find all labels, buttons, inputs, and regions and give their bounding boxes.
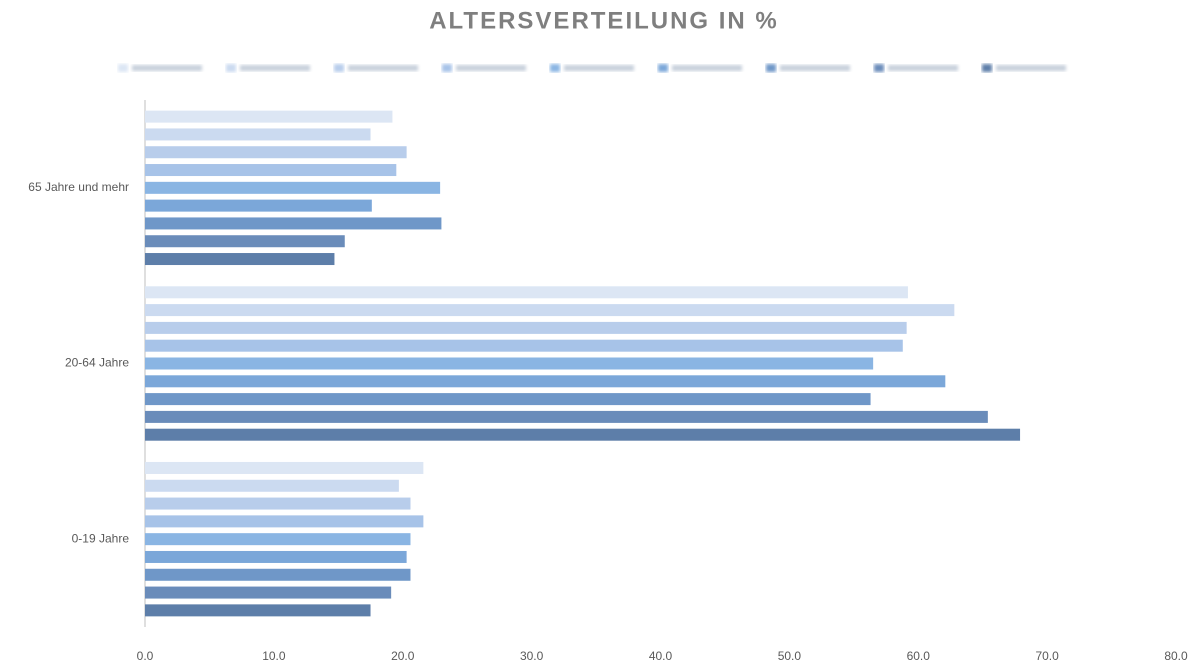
legend-blur [672, 65, 742, 71]
legend-blur [456, 65, 526, 71]
bar [145, 604, 371, 617]
bar [145, 235, 345, 248]
bar [145, 550, 407, 563]
bar [145, 304, 955, 317]
bar [145, 568, 411, 581]
legend-blur [240, 65, 310, 71]
legend-swatch [982, 64, 992, 72]
legend-swatch [226, 64, 236, 72]
legend-swatch [658, 64, 668, 72]
bar [145, 428, 1021, 441]
bar [145, 410, 988, 423]
bar [145, 110, 393, 123]
bar [145, 146, 407, 159]
bar [145, 217, 442, 230]
bar [145, 164, 397, 177]
legend-swatch [118, 64, 128, 72]
legend-blur [780, 65, 850, 71]
bar [145, 286, 908, 299]
bar [145, 253, 335, 266]
legend-blur [888, 65, 958, 71]
bar [145, 586, 392, 599]
legend-swatch [766, 64, 776, 72]
bar [145, 515, 424, 528]
bar [145, 393, 871, 406]
bar [145, 375, 946, 388]
bar [145, 199, 372, 212]
x-tick-label: 50.0 [778, 649, 802, 663]
legend-swatch [442, 64, 452, 72]
bar [145, 497, 411, 510]
bar [145, 339, 903, 352]
bar [145, 128, 371, 141]
x-tick-label: 40.0 [649, 649, 673, 663]
x-tick-label: 80.0 [1164, 649, 1188, 663]
bar [145, 181, 441, 194]
legend-swatch [550, 64, 560, 72]
legend-swatch [334, 64, 344, 72]
legend-blur [564, 65, 634, 71]
x-tick-label: 0.0 [137, 649, 154, 663]
bar [145, 321, 907, 334]
x-tick-label: 70.0 [1035, 649, 1059, 663]
x-tick-label: 20.0 [391, 649, 415, 663]
x-tick-label: 60.0 [907, 649, 931, 663]
y-tick-label: 0-19 Jahre [72, 531, 130, 545]
chart-title: ALTERSVERTEILUNG IN % [429, 7, 779, 34]
x-tick-label: 30.0 [520, 649, 544, 663]
bar [145, 357, 874, 370]
y-tick-label: 20-64 Jahre [65, 356, 129, 370]
x-tick-label: 10.0 [262, 649, 286, 663]
y-tick-label: 65 Jahre und mehr [28, 180, 129, 194]
legend-blur [996, 65, 1066, 71]
legend-swatch [874, 64, 884, 72]
legend-blur [132, 65, 202, 71]
legend-blur [348, 65, 418, 71]
bar [145, 479, 399, 492]
bar [145, 461, 424, 474]
bar [145, 533, 411, 546]
